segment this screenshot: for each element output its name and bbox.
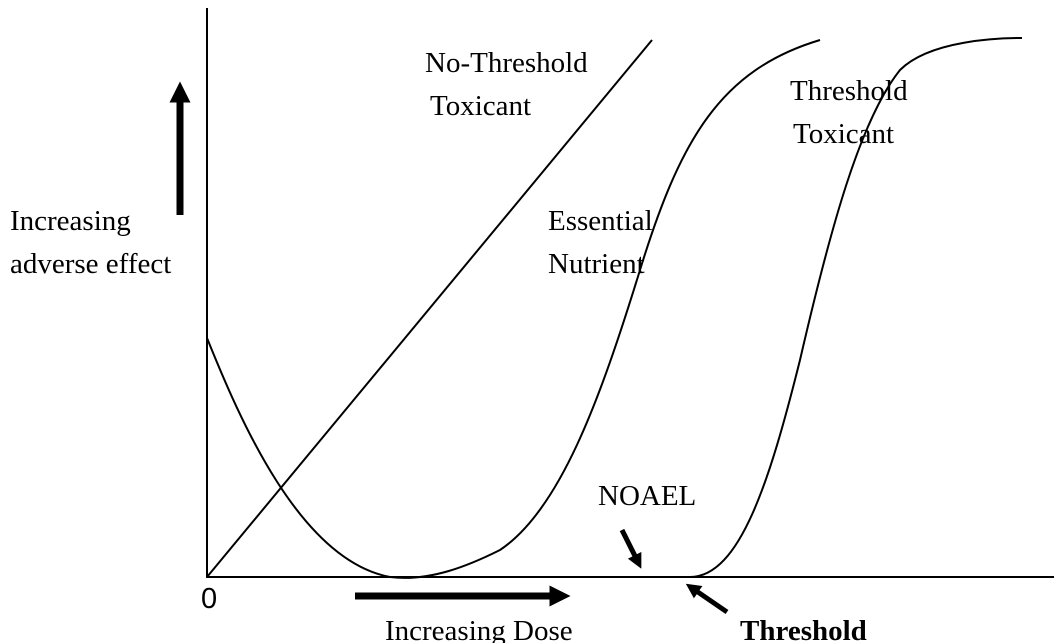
noael-arrow	[619, 528, 642, 569]
noael-label: NOAEL	[598, 480, 696, 512]
threshold-label: Threshold	[740, 615, 867, 643]
label: Essential	[548, 205, 653, 237]
label: Threshold	[790, 75, 908, 107]
y-axis-label: Increasing	[10, 205, 131, 237]
nutrient-curve	[206, 39, 821, 579]
x-axis-label: Increasing Dose	[385, 615, 573, 643]
label: Toxicant	[793, 118, 894, 150]
threshold-curve	[650, 37, 1023, 578]
label: No-Threshold	[425, 47, 588, 79]
label: Toxicant	[430, 90, 531, 122]
label: Nutrient	[548, 248, 645, 280]
y-axis-label: adverse effect	[10, 248, 171, 280]
threshold-arrow	[685, 583, 729, 615]
origin-label: 0	[201, 583, 217, 615]
